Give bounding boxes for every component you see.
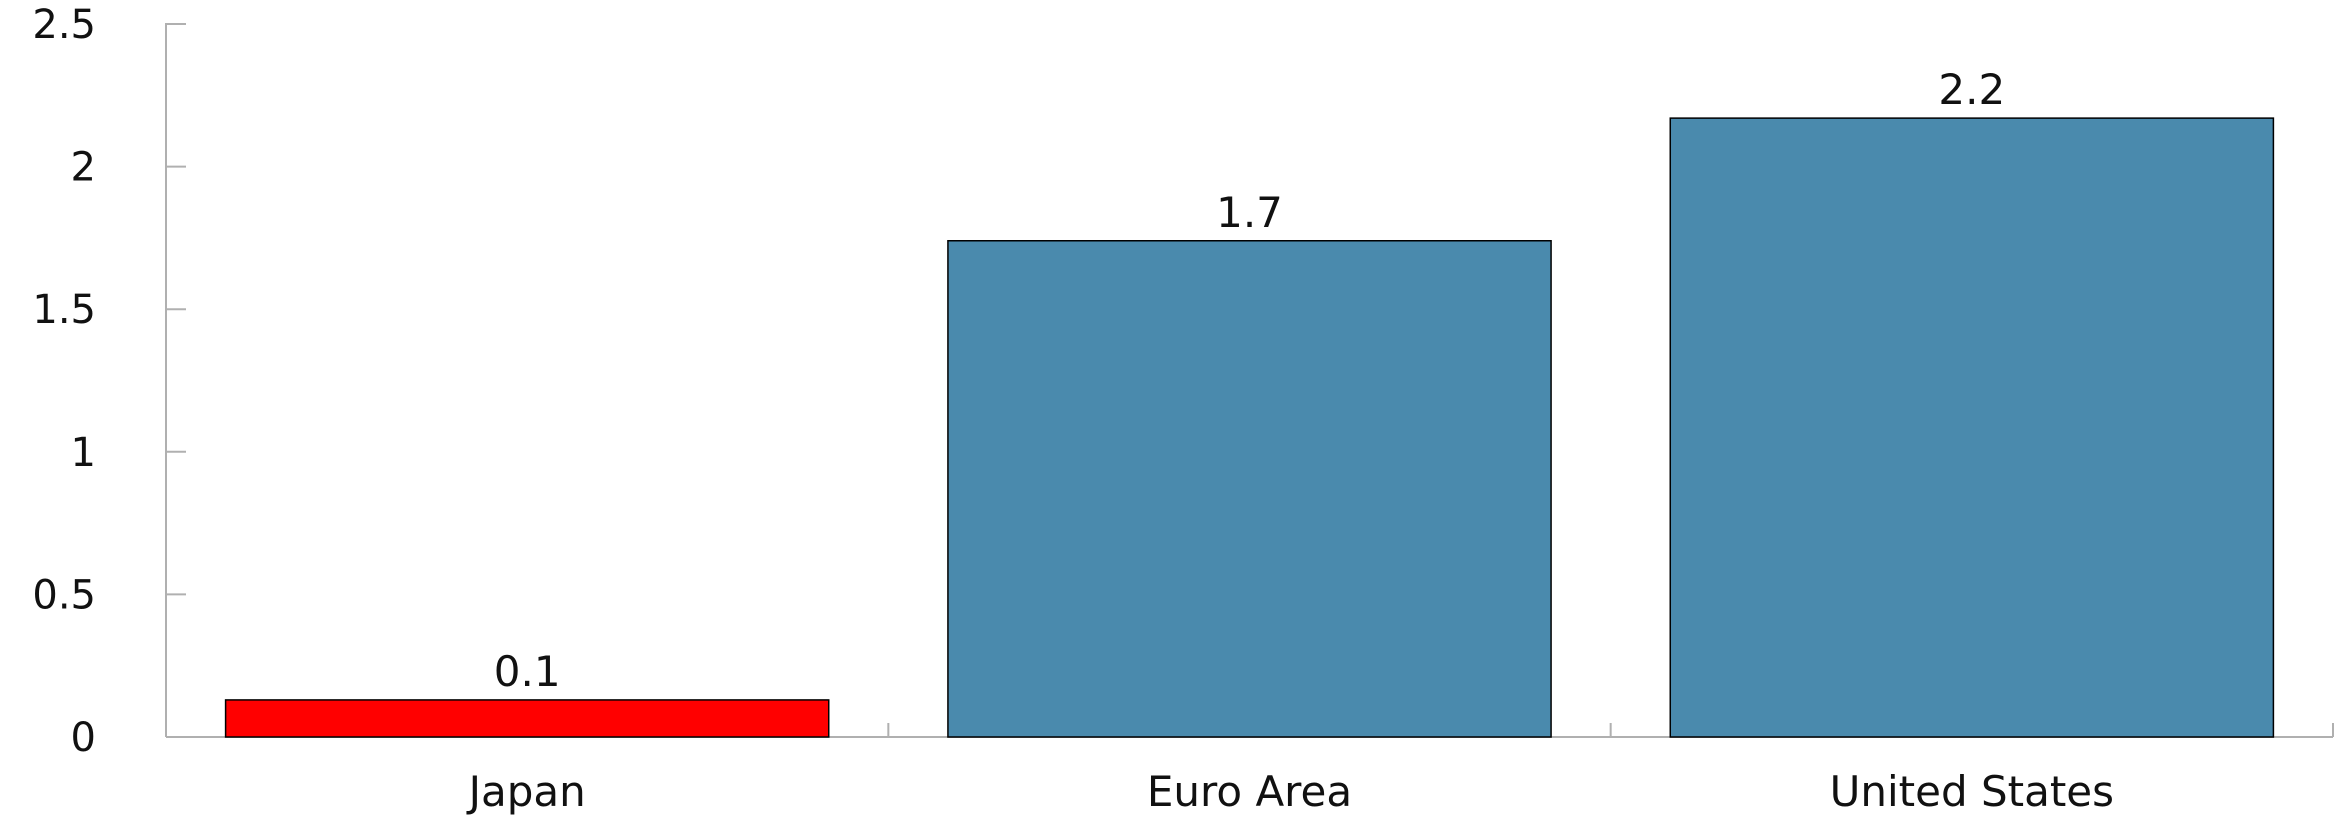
data-label: 0.1 [494, 647, 561, 696]
y-tick-label: 0.5 [32, 572, 96, 618]
bar-japan [224, 699, 830, 738]
y-tick-label: 0 [71, 715, 96, 761]
y-tick-label: 2.5 [32, 2, 96, 48]
value-labels: 0.1 1.7 2.2 [494, 65, 2005, 696]
bars [224, 117, 2275, 738]
y-tick-label: 2 [71, 145, 96, 191]
bar-united-states [1669, 117, 2275, 738]
y-tick-label: 1.5 [32, 287, 96, 333]
y-tick-label: 1 [71, 430, 96, 476]
x-tick-label: Japan [466, 767, 586, 815]
bar-euro-area [947, 240, 1552, 738]
x-tick-label: Euro Area [1147, 767, 1352, 815]
y-axis: 0 0.5 1 1.5 2 2.5 [32, 2, 186, 761]
data-label: 1.7 [1216, 188, 1283, 237]
x-tick-label: United States [1830, 767, 2114, 815]
category-labels: Japan Euro Area United States [466, 767, 2114, 816]
data-label: 2.2 [1938, 65, 2005, 114]
